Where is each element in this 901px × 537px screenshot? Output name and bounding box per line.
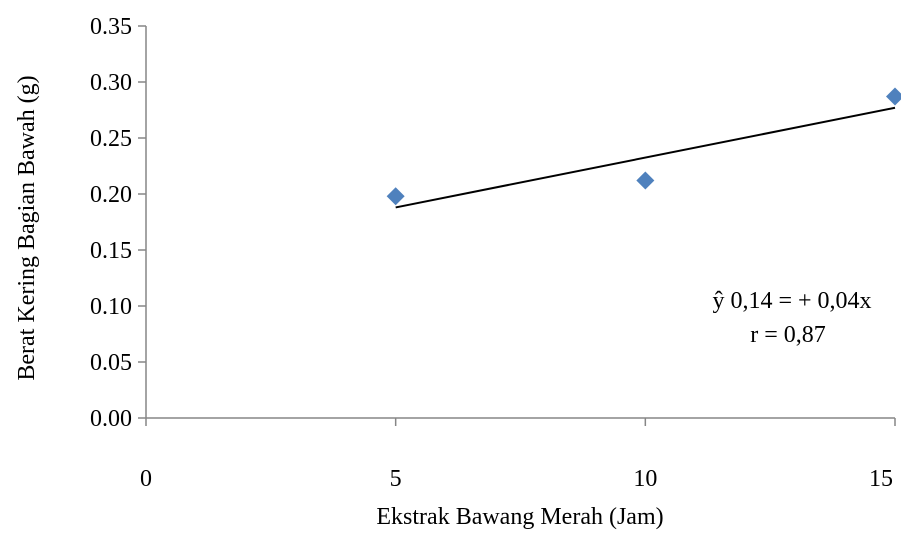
- y-tick-label: 0.20: [90, 182, 132, 208]
- trendline: [395, 106, 896, 209]
- y-tick-label: 0.05: [90, 350, 132, 376]
- y-tick-label: 0.15: [90, 238, 132, 264]
- x-tick-label: 10: [633, 466, 657, 492]
- y-tick-label: 0.00: [90, 406, 132, 432]
- y-axis: 0.00 0.05 0.10 0.15 0.20 0.25 0.30 0.35: [90, 14, 147, 432]
- x-axis-title: Ekstrak Bawang Merah (Jam): [376, 504, 663, 530]
- y-axis-title: Berat Kering Bagian Bawah (g): [14, 75, 40, 380]
- y-tick-label: 0.35: [90, 14, 132, 40]
- data-point: [886, 87, 901, 106]
- y-ticks: 0.00 0.05 0.10 0.15 0.20 0.25 0.30 0.35: [90, 14, 146, 432]
- regression-equation: ŷ 0,14 = + 0,04x: [712, 288, 871, 314]
- x-tick-label: 5: [390, 466, 402, 492]
- data-point: [636, 171, 655, 190]
- y-tick-label: 0.30: [90, 70, 132, 96]
- data-point: [386, 187, 405, 206]
- correlation-coefficient: r = 0,87: [750, 322, 826, 348]
- y-tick-label: 0.10: [90, 294, 132, 320]
- x-axis: 0 5 10 15: [140, 417, 896, 492]
- y-tick-label: 0.25: [90, 126, 132, 152]
- x-tick-label: 0: [140, 466, 152, 492]
- x-tick-label: 15: [869, 466, 893, 492]
- data-points: [386, 87, 901, 206]
- x-ticks: 0 5 10 15: [140, 418, 896, 492]
